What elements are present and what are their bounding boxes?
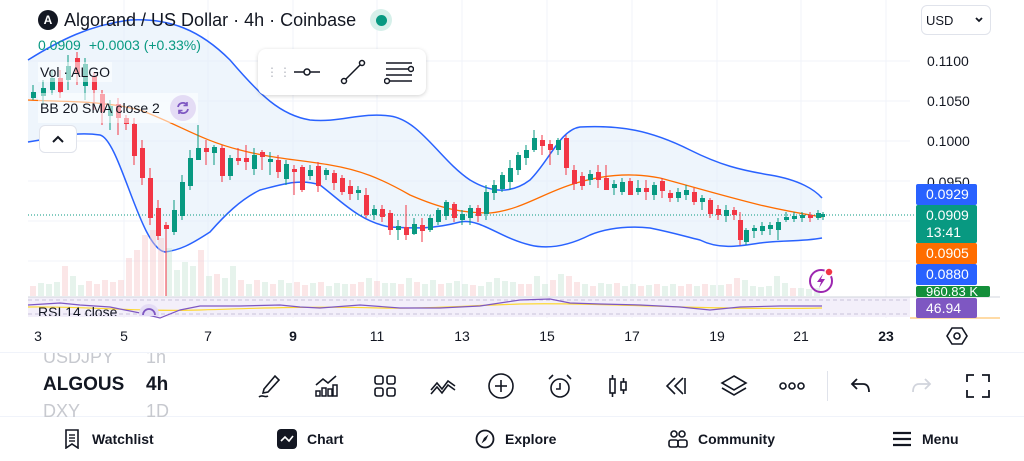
nav-explore[interactable]: Explore: [475, 429, 556, 449]
time-axis-label: 19: [709, 328, 725, 344]
price-chart-canvas[interactable]: [0, 0, 1024, 350]
symbol-title[interactable]: Algorand / US Dollar · 4h · Coinbase: [64, 9, 357, 30]
collapse-legend-button[interactable]: [39, 125, 77, 153]
symbol-next[interactable]: DXY: [43, 401, 81, 417]
time-axis-label: 11: [369, 328, 385, 344]
candles: [31, 52, 825, 245]
compare-icon[interactable]: [428, 371, 458, 401]
time-axis-label: 5: [120, 328, 128, 344]
chart-toolbar: USDJPY ALGOUS DXY 1h 4h 1D: [0, 352, 1024, 417]
drag-handle-icon[interactable]: ⋮⋮: [266, 65, 292, 79]
timeframe-prev[interactable]: 1h: [146, 353, 167, 367]
bb-upper-price-tag: 0.0929: [916, 184, 977, 205]
add-symbol-icon[interactable]: [486, 371, 516, 401]
symbol-legend[interactable]: A Algorand / US Dollar · 4h · Coinbase: [38, 9, 393, 31]
last-price-tag: 0.0909 13:41: [916, 205, 977, 243]
bollinger-label: BB 20 SMA close 2: [40, 100, 160, 116]
price-change: +0.0003 (+0.33%): [88, 37, 201, 53]
rsi-indicator-legend[interactable]: RSI 14 close: [38, 305, 118, 316]
price-axis-label: 0.1000: [927, 133, 970, 149]
last-price: 0.0909: [38, 37, 81, 53]
bb-fill: [28, 19, 822, 252]
chart-settings-icon[interactable]: [946, 325, 968, 347]
alert-lightning-icon[interactable]: [808, 266, 836, 294]
market-open-indicator-icon[interactable]: [370, 9, 393, 31]
time-axis-label: 21: [793, 328, 809, 344]
price-change-legend: 0.0909 +0.0003 (+0.33%): [38, 37, 201, 53]
chart-icon: [277, 429, 297, 449]
symbol-current[interactable]: ALGOUS: [43, 374, 125, 395]
compass-icon: [475, 429, 495, 449]
price-axis-label: 0.1050: [927, 93, 970, 109]
trend-line-icon[interactable]: [336, 55, 370, 89]
nav-label: Explore: [505, 431, 557, 447]
nav-menu[interactable]: Menu: [892, 429, 959, 449]
last-price-value: 0.0909: [926, 207, 969, 223]
bb-basis-price-tag: 0.0905: [916, 243, 977, 264]
community-icon: [668, 429, 688, 449]
time-axis-label: 3: [34, 328, 42, 344]
nav-label: Menu: [922, 431, 959, 447]
layouts-grid-icon[interactable]: [370, 371, 400, 401]
symbol-switcher[interactable]: USDJPY ALGOUS DXY: [43, 353, 133, 417]
bb-lower-line: [27, 133, 823, 253]
algorand-logo-icon: A: [38, 10, 58, 30]
redo-icon[interactable]: [906, 371, 936, 401]
nav-chart[interactable]: Chart: [277, 429, 344, 449]
bollinger-indicator-legend[interactable]: BB 20 SMA close 2: [38, 93, 198, 123]
time-axis-label: 23: [878, 328, 894, 344]
timeframe-current[interactable]: 4h: [146, 374, 169, 395]
time-axis-label: 9: [289, 328, 297, 344]
nav-label: Community: [698, 431, 775, 447]
more-options-icon[interactable]: [777, 371, 807, 401]
volume-bars: [30, 230, 820, 296]
horizontal-line-icon[interactable]: [290, 55, 324, 89]
time-axis-label: 17: [624, 328, 640, 344]
fib-retracement-icon[interactable]: [382, 55, 416, 89]
bb-lower-price-tag: 0.0880: [916, 264, 977, 285]
layers-icon[interactable]: [719, 371, 749, 401]
chart-pane[interactable]: A Algorand / US Dollar · 4h · Coinbase 0…: [0, 0, 1024, 350]
chevron-up-icon: [52, 135, 64, 143]
indicators-icon[interactable]: [311, 371, 341, 401]
replay-rewind-icon[interactable]: [661, 371, 691, 401]
time-axis-label: 13: [454, 328, 470, 344]
undo-icon[interactable]: [846, 371, 876, 401]
chevron-down-icon: [975, 17, 983, 23]
bb-upper-line: [27, 19, 823, 199]
timeframe-next[interactable]: 1D: [146, 401, 170, 417]
rsi-value-tag: 46.94: [916, 298, 977, 318]
drawing-toolbar: ⋮⋮: [258, 49, 426, 95]
nav-watchlist[interactable]: Watchlist: [62, 429, 154, 449]
nav-label: Watchlist: [92, 431, 154, 447]
fullscreen-icon[interactable]: [963, 371, 993, 401]
nav-community[interactable]: Community: [668, 429, 775, 449]
alarm-clock-icon[interactable]: [545, 371, 575, 401]
volume-tag: 960.83 K: [916, 286, 990, 297]
sync-icon[interactable]: [169, 95, 196, 121]
time-axis-label: 15: [539, 328, 555, 344]
candle-chart-type-icon[interactable]: [603, 371, 633, 401]
bb-basis-line: [27, 99, 823, 218]
symbol-prev[interactable]: USDJPY: [43, 353, 115, 367]
volume-indicator-legend[interactable]: Vol · ALGO: [38, 62, 113, 82]
currency-value: USD: [926, 12, 954, 28]
rsi-sync-icon[interactable]: [138, 303, 160, 316]
toolbar-divider: [827, 371, 828, 401]
watchlist-icon: [62, 429, 82, 449]
timeframe-switcher[interactable]: 1h 4h 1D: [146, 353, 186, 417]
nav-label: Chart: [307, 431, 344, 447]
price-axis-label: 0.0950: [927, 174, 970, 184]
bar-countdown: 13:41: [926, 224, 962, 240]
currency-select[interactable]: USD: [921, 5, 991, 35]
bottom-navigation: Watchlist Chart Explore Community Menu: [0, 417, 1024, 461]
menu-icon: [892, 429, 912, 449]
price-axis-label: 0.1100: [927, 53, 969, 69]
time-axis-label: 7: [204, 328, 212, 344]
draw-pencil-icon[interactable]: [254, 371, 284, 401]
